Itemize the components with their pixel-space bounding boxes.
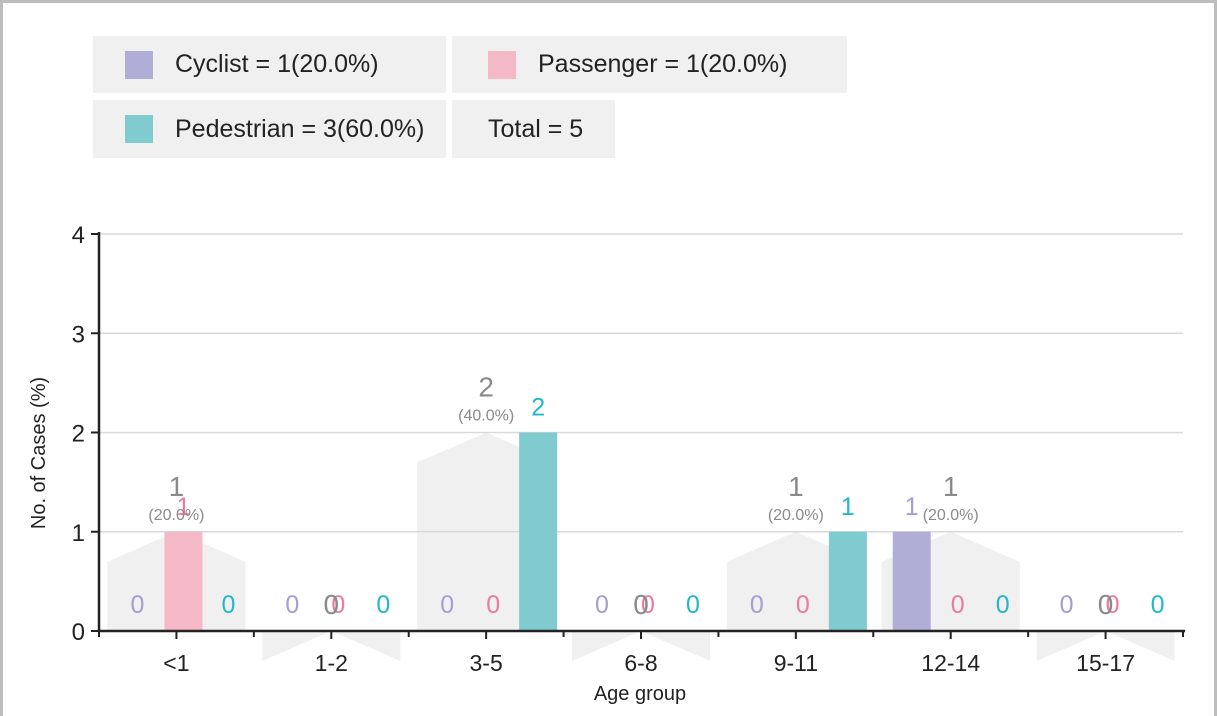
y-tick-label: 1 [72,520,85,547]
x-tick-label: 12-14 [921,650,980,676]
total-value-label: 1 [788,471,804,502]
passenger-value-label: 0 [796,591,810,619]
passenger-value-label: 0 [486,591,500,619]
legend-label-cyclist: Cyclist = 1(20.0%) [175,50,379,78]
pedestrian-value-label: 0 [221,591,235,619]
x-tick-label: 6-8 [624,650,657,676]
cyclist-value-label: 1 [905,493,919,521]
category-backdrop [1036,631,1175,661]
legend-item-cyclist: Cyclist = 1(20.0%) [93,36,446,93]
cyclist-value-label: 0 [750,591,764,619]
y-tick-label: 2 [72,421,85,448]
pedestrian-value-label: 2 [531,394,545,422]
passenger-value-label: 0 [331,591,345,619]
pedestrian-bar [519,432,558,631]
x-tick-label: 9-11 [774,650,818,676]
legend-label-pedestrian: Pedestrian = 3(60.0%) [175,114,425,143]
legend-label-passenger: Passenger = 1(20.0%) [538,50,788,78]
cyclist-value-label: 0 [440,591,454,619]
legend-item-passenger: Passenger = 1(20.0%) [452,36,847,93]
y-tick-label: 0 [72,619,85,646]
x-tick-label: 15-17 [1076,650,1135,676]
category-backdrop [262,631,401,661]
cyclist-value-label: 0 [1060,591,1074,619]
cyclist-value-label: 0 [130,591,144,619]
y-tick-label: 4 [72,222,85,249]
total-value-label: 0 [633,589,649,620]
total-value-label: 1 [169,471,185,502]
total-percent-label: (40.0%) [458,408,514,425]
passenger-value-label: 0 [951,591,965,619]
cyclist-swatch [125,50,153,79]
legend-item-total: Total = 5 [452,100,615,158]
y-axis-title: No. of Cases (%) [28,377,50,529]
cyclist-value-label: 0 [285,591,299,619]
pedestrian-value-label: 1 [841,493,855,521]
total-value-label: 1 [943,471,959,502]
passenger-value-label: 1 [176,493,190,521]
total-value-label: 2 [478,372,494,403]
pedestrian-value-label: 0 [686,591,700,619]
cyclist-bar [892,531,931,631]
passenger-value-label: 0 [641,591,655,619]
x-tick-label: 1-2 [315,650,348,676]
total-value-label: 0 [323,589,339,620]
total-percent-label: (20.0%) [148,507,204,524]
legend-label-total: Total = 5 [488,114,584,143]
total-percent-label: (20.0%) [923,507,979,524]
y-tick-label: 3 [72,321,85,348]
pedestrian-value-label: 0 [1151,591,1165,619]
x-axis-title: Age group [594,683,686,705]
total-percent-label: (20.0%) [768,507,824,524]
pedestrian-bar [828,531,867,631]
legend-item-pedestrian: Pedestrian = 3(60.0%) [93,100,446,158]
passenger-value-label: 0 [1106,591,1120,619]
x-tick-label: <1 [163,650,189,676]
pedestrian-value-label: 0 [376,591,390,619]
passenger-bar [164,531,203,631]
x-tick-label: 3-5 [470,650,503,676]
cyclist-value-label: 0 [595,591,609,619]
category-backdrop [572,631,710,661]
pedestrian-value-label: 0 [996,591,1010,619]
pedestrian-swatch [125,115,153,143]
total-value-label: 0 [1098,589,1114,620]
passenger-swatch [488,50,516,79]
